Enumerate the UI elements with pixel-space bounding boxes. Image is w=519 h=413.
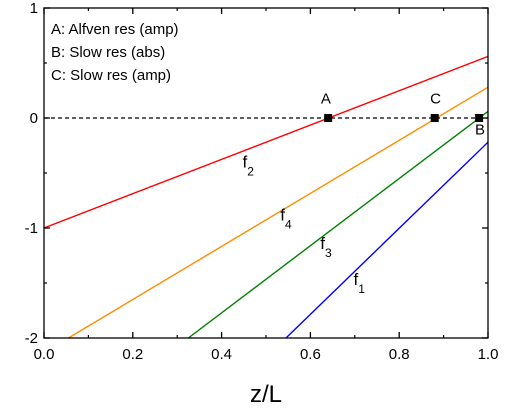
series-label-subscript: 2 [247,165,254,179]
legend-entry: C: Slow res (amp) [51,67,171,84]
y-tick-label: 1 [30,0,38,17]
series-label-subscript: 4 [285,217,292,231]
series-label-name: f [320,234,325,253]
point-label-c: C [430,91,441,108]
series-line-f1 [285,141,488,338]
series-layer [44,55,488,338]
y-tick-label: 0 [30,110,38,127]
point-label-a: A [321,91,331,108]
series-line-f4 [68,86,488,338]
series-label-subscript: 3 [325,246,332,260]
series-label-name: f [354,270,359,289]
series-label-f1: f1 [354,270,366,296]
x-axis-label: z/L [250,381,282,408]
legend-entry: B: Slow res (abs) [51,44,165,61]
series-line-f3 [187,110,488,338]
x-tick-label: 0.2 [122,346,143,363]
legend-entry: A: Alfven res (amp) [51,21,179,38]
series-label-name: f [280,205,285,224]
x-tick-label: 0.0 [34,346,55,363]
marker-point-b [475,114,484,122]
point-label-b: B [475,122,485,139]
x-tick-label: 1.0 [478,346,499,363]
x-tick-label: 0.8 [389,346,410,363]
legend: A: Alfven res (amp) B: Slow res (abs) C: S… [51,21,179,84]
series-label-f2: f2 [243,153,255,179]
x-tick-label: 0.6 [300,346,321,363]
tick-layer: 0.0 0.2 0.4 0.6 0.8 1.0 -2 -1 0 1 [25,0,499,363]
series-line-f2 [44,55,488,229]
series-label-name: f [243,153,248,172]
y-tick-label: -2 [25,330,38,347]
series-label-f3: f3 [320,234,332,260]
series-label-subscript: 1 [358,282,365,296]
y-tick-label: -1 [25,220,38,237]
marker-point-c [430,114,439,122]
marker-point-a [324,114,333,122]
points-layer: A C B [321,91,485,139]
series-label-f4: f4 [280,205,292,231]
x-tick-label: 0.4 [211,346,232,363]
